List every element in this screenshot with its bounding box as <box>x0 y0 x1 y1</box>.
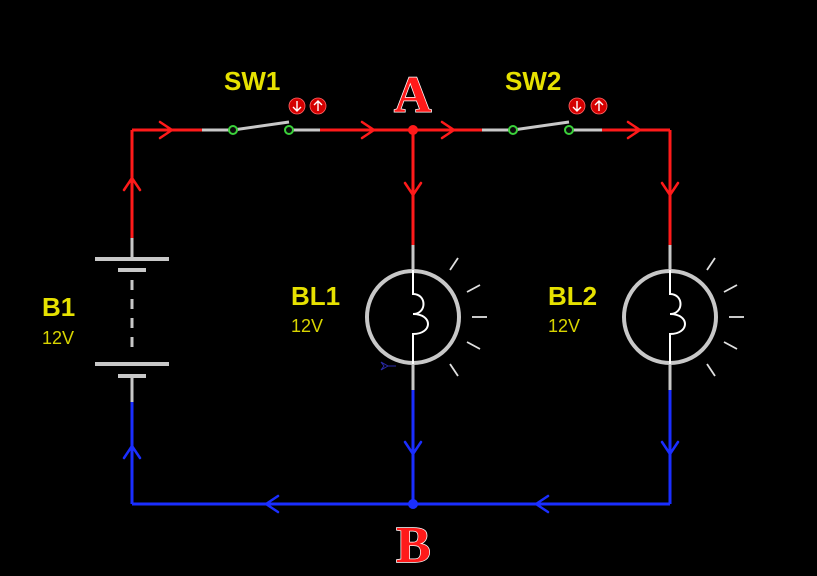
arrow-down-glyph <box>292 101 302 112</box>
junction-node-a <box>408 125 418 135</box>
switch-sw2-label: SW2 <box>505 66 561 96</box>
switch-contact <box>228 125 238 135</box>
switch-blade <box>512 120 570 132</box>
current-arrow <box>122 176 142 192</box>
current-arrow <box>534 494 550 514</box>
switch-sw1-label: SW1 <box>224 66 280 96</box>
current-arrow <box>403 181 423 197</box>
lamp-bl2-voltage: 12V <box>548 316 580 336</box>
blue-current-arrows <box>122 440 680 514</box>
switch-contact <box>564 125 574 135</box>
lamp-glow-rays <box>449 257 487 377</box>
switch-sw1[interactable] <box>202 97 327 135</box>
positive-wires <box>130 128 672 245</box>
battery-name-label: B1 <box>42 292 75 322</box>
lamp-bl2[interactable] <box>622 245 744 390</box>
battery-voltage-label: 12V <box>42 328 74 348</box>
lamp-bl1-label: BL1 <box>291 281 340 311</box>
negative-wires <box>130 390 672 506</box>
lamp-glow-rays <box>706 257 744 377</box>
current-arrow <box>264 494 280 514</box>
red-current-arrows <box>122 120 680 197</box>
switch-contact <box>508 125 518 135</box>
lamp-bl1-voltage: 12V <box>291 316 323 336</box>
current-arrow <box>360 120 376 140</box>
current-arrow <box>440 120 456 140</box>
arrow-down-glyph <box>572 101 582 112</box>
current-arrow <box>660 440 680 456</box>
cursor-icon <box>380 361 396 371</box>
current-arrow <box>122 444 142 460</box>
current-arrow <box>626 120 642 140</box>
lamp-bl1[interactable] <box>365 245 487 390</box>
arrow-up-glyph <box>594 100 604 111</box>
current-arrow <box>158 120 174 140</box>
junction-node-b <box>408 499 418 509</box>
lamp-filament <box>669 270 686 364</box>
switch-blade <box>232 120 290 132</box>
current-arrow <box>660 181 680 197</box>
switch-contact <box>284 125 294 135</box>
current-arrow <box>403 440 423 456</box>
battery-b1[interactable] <box>95 238 169 402</box>
switch-sw2[interactable] <box>482 97 608 135</box>
lamp-filament <box>412 270 429 364</box>
node-b-label: B <box>396 517 431 574</box>
node-a-label: A <box>394 67 432 124</box>
lamp-bl2-label: BL2 <box>548 281 597 311</box>
arrow-up-glyph <box>313 100 323 111</box>
